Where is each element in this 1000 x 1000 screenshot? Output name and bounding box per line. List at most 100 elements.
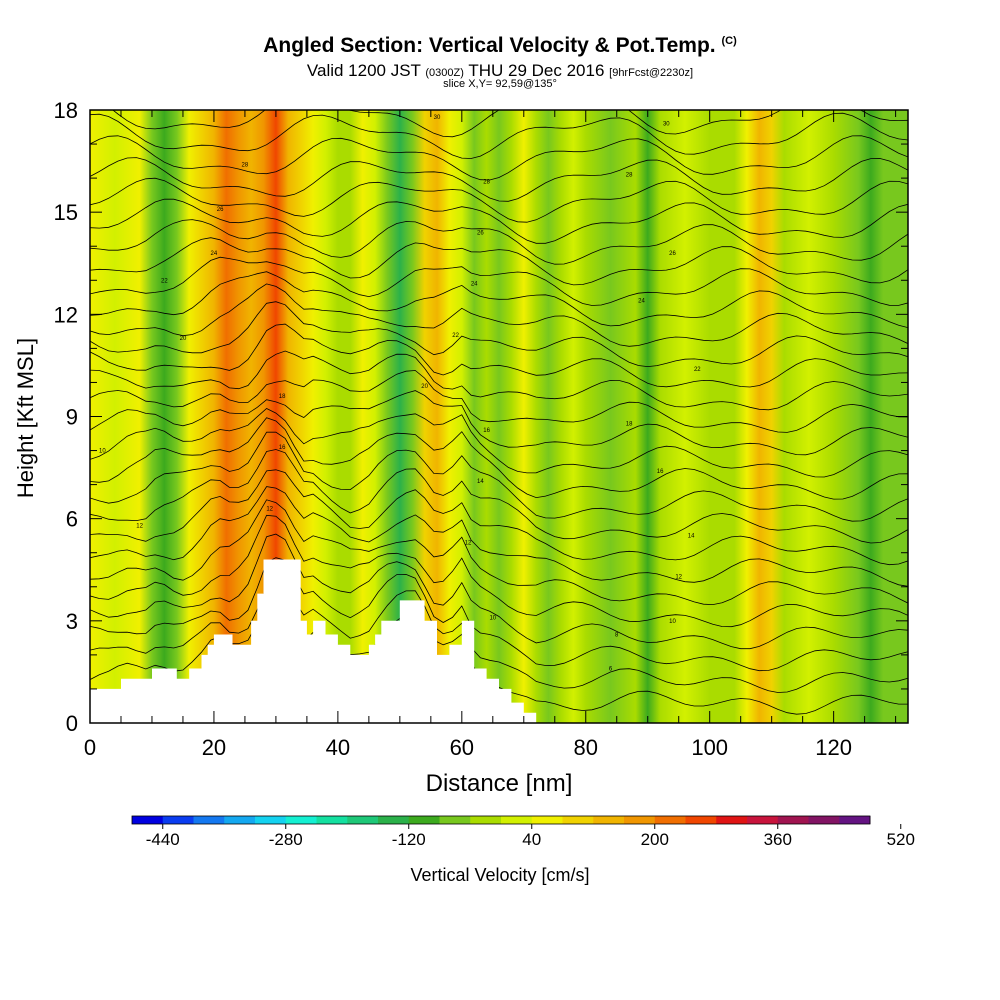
isentrope-line xyxy=(90,177,908,223)
colorbar-frame xyxy=(131,815,871,825)
contour-label: 20 xyxy=(421,384,428,390)
colorbar-swatch xyxy=(531,816,563,824)
colorbar-swatch xyxy=(378,816,410,824)
colorbar-tick-label: 40 xyxy=(522,830,541,849)
isentrope-line xyxy=(90,350,908,411)
y-tick-label: 9 xyxy=(66,405,78,430)
contour-label: 18 xyxy=(279,394,286,400)
contour-label: 6 xyxy=(609,667,613,673)
colorbar-swatch xyxy=(316,816,348,824)
x-tick-label: 120 xyxy=(815,735,852,760)
x-tick-label: 60 xyxy=(450,735,474,760)
colorbar-swatch xyxy=(132,816,164,824)
colorbar: -440 -280 -120 40 200 360 520 xyxy=(131,815,915,849)
colorbar-swatch xyxy=(408,816,440,824)
contour-label: 14 xyxy=(477,479,484,485)
isentrope-line xyxy=(90,135,908,181)
colorbar-swatch xyxy=(347,816,379,824)
contour-label: 22 xyxy=(694,367,701,373)
colorbar-swatch xyxy=(162,816,194,824)
velocity-field xyxy=(90,110,908,723)
contour-label: 16 xyxy=(657,469,664,475)
colorbar-swatch xyxy=(777,816,809,824)
colorbar-swatch xyxy=(808,816,840,824)
isentrope-line xyxy=(90,219,908,265)
x-tick-label: 80 xyxy=(574,735,598,760)
colorbar-swatch xyxy=(285,816,317,824)
x-tick-label: 0 xyxy=(84,735,96,760)
isentrope-line xyxy=(90,514,908,628)
colorbar-tick-label: -120 xyxy=(392,830,426,849)
isentrope-line xyxy=(90,486,908,587)
isentrope-line xyxy=(90,557,908,672)
isentrope-contours xyxy=(90,110,908,715)
isentrope-line xyxy=(90,499,908,606)
chart-title: Angled Section: Vertical Velocity & Pot.… xyxy=(263,34,737,57)
isentrope-line xyxy=(90,283,908,347)
contour-label: 8 xyxy=(615,633,619,639)
isentrope-line xyxy=(90,417,908,500)
isentrope-line xyxy=(90,533,908,650)
contour-label: 16 xyxy=(483,428,490,434)
contour-label: 22 xyxy=(161,278,168,284)
y-tick-label: 18 xyxy=(54,98,78,123)
isentrope-line xyxy=(90,408,908,478)
contour-label: 12 xyxy=(266,507,273,513)
contour-label: 26 xyxy=(669,251,676,257)
y-axis-label: Height [Kft MSL] xyxy=(13,338,38,498)
contour-label: 28 xyxy=(483,180,490,186)
contour-label: 24 xyxy=(471,282,478,288)
contour-label: 10 xyxy=(99,449,106,455)
isentrope-line xyxy=(90,198,908,244)
isentrope-line xyxy=(90,390,908,456)
contour-label: 14 xyxy=(688,534,695,540)
contour-label: 18 xyxy=(626,421,633,427)
colorbar-swatch xyxy=(593,816,625,824)
colorbar-swatch xyxy=(624,816,656,824)
contour-label: 20 xyxy=(180,336,187,342)
colorbar-tick-label: 520 xyxy=(887,830,915,849)
colorbar-tick-label: -280 xyxy=(269,830,303,849)
isentrope-line xyxy=(90,157,908,202)
x-axis-label: Distance [nm] xyxy=(426,770,573,797)
contour-label: 28 xyxy=(242,163,249,169)
contour-label: 16 xyxy=(279,445,286,451)
contour-label: 30 xyxy=(663,122,670,128)
contour-label: 24 xyxy=(211,251,218,257)
isentrope-line xyxy=(90,271,908,328)
colorbar-swatch xyxy=(839,816,871,824)
isentrope-line xyxy=(90,237,908,286)
isentrope-line xyxy=(90,469,908,566)
contour-label: 28 xyxy=(626,173,633,179)
colorbar-swatch xyxy=(716,816,748,824)
colorbar-swatch xyxy=(470,816,502,824)
contour-label: 12 xyxy=(465,541,472,547)
contour-label: 22 xyxy=(452,333,459,339)
isentrope-line xyxy=(90,370,908,433)
y-tick-label: 15 xyxy=(54,200,78,225)
isentrope-line xyxy=(90,431,908,522)
y-tick-label: 6 xyxy=(66,507,78,532)
isentrope-line xyxy=(90,256,908,306)
contour-label: 26 xyxy=(477,231,484,237)
contour-label: 24 xyxy=(638,299,645,305)
x-tick-label: 40 xyxy=(326,735,350,760)
colorbar-swatch xyxy=(747,816,779,824)
isentrope-line xyxy=(90,582,908,693)
x-tick-label: 20 xyxy=(202,735,226,760)
chart-subtitle: Valid 1200 JST (0300Z) THU 29 Dec 2016 [… xyxy=(306,61,694,80)
colorbar-swatch xyxy=(501,816,533,824)
isentrope-line xyxy=(90,323,908,388)
colorbar-swatch xyxy=(224,816,256,824)
y-axis: 0 3 6 9 12 15 18 xyxy=(54,98,908,736)
x-tick-label: 100 xyxy=(691,735,728,760)
colorbar-swatch xyxy=(685,816,717,824)
colorbar-tick-label: 360 xyxy=(764,830,792,849)
contour-label: 26 xyxy=(217,207,224,213)
terrain-mask xyxy=(90,559,908,723)
y-tick-label: 12 xyxy=(54,302,78,327)
colorbar-tick-label: 200 xyxy=(641,830,669,849)
contour-label: 12 xyxy=(136,524,143,530)
contour-labels: 10 12 20 22 24 26 28 18 16 12 30 28 26 24 22 20 16 14 12 10… xyxy=(99,115,701,673)
